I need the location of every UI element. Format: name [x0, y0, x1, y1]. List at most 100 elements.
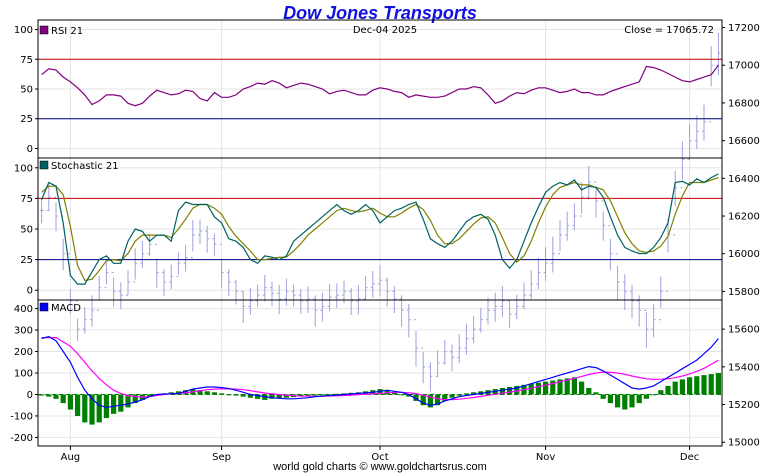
rsi-tick-label: 75 [20, 55, 33, 66]
macd-histogram-bar [535, 382, 541, 395]
rsi-tick-label: 25 [20, 114, 33, 125]
macd-histogram-bar [39, 394, 45, 396]
macd-histogram-bar [665, 385, 671, 395]
macd-histogram-bar [564, 378, 570, 395]
x-tick-label: Dec [680, 452, 699, 463]
macd-histogram-bar [456, 394, 462, 396]
rsi-tick-label: 50 [20, 85, 33, 96]
macd-histogram-bar [67, 394, 73, 410]
stochastic-legend-label: Stochastic 21 [51, 161, 119, 172]
macd-histogram-bar [449, 394, 455, 398]
close-label: Close = 17065.72 [624, 25, 714, 36]
macd-histogram-bar [255, 394, 261, 399]
macd-histogram-bar [615, 394, 621, 408]
x-tick-label: Oct [371, 452, 388, 463]
macd-histogram-bar [420, 394, 426, 406]
stochastic-tick-label: 25 [20, 255, 33, 266]
x-tick-label: Sep [212, 452, 231, 463]
macd-histogram-bar [600, 394, 606, 399]
macd-histogram-bar [435, 394, 441, 406]
macd-histogram-bar [283, 394, 289, 398]
macd-legend-swatch [39, 302, 49, 312]
macd-histogram-bar [413, 394, 419, 401]
stochastic-tick-label: 50 [20, 225, 33, 236]
rsi-line [41, 64, 719, 107]
macd-histogram-bar [89, 394, 95, 425]
macd-histogram-bar [687, 377, 693, 395]
macd-line [41, 335, 719, 409]
macd-histogram-bar [312, 394, 318, 396]
macd-histogram-bar [118, 394, 124, 412]
macd-histogram-bar [557, 379, 563, 395]
macd-histogram-bar [82, 394, 88, 423]
macd-histogram-bar [219, 393, 225, 395]
indicator-lines [38, 58, 722, 425]
macd-histogram-bar [571, 377, 577, 395]
macd-histogram-bar [269, 394, 275, 399]
macd-histogram-bar [715, 373, 721, 395]
macd-histogram-bar [211, 392, 217, 395]
macd-histogram-bar [204, 391, 210, 395]
macd-histogram-bar [651, 394, 657, 396]
macd-histogram-bar [636, 394, 642, 404]
macd-histogram-bar [607, 394, 613, 404]
x-tick-label: Aug [61, 452, 81, 463]
macd-histogram-bar [103, 394, 109, 419]
macd-histogram-bar [276, 394, 282, 399]
macd-histogram-bar [334, 393, 340, 395]
macd-tick-label: -200 [10, 433, 33, 444]
macd-histogram-bar [499, 388, 505, 395]
price-tick-label: 17200 [728, 23, 760, 34]
macd-histogram-bar [579, 381, 585, 395]
macd-tick-label: -100 [10, 411, 33, 422]
macd-histogram-bar [75, 394, 81, 416]
macd-histogram-bar [528, 383, 534, 395]
rsi-legend-label: RSI 21 [51, 26, 83, 37]
macd-histogram-bar [111, 394, 117, 414]
price-tick-label: 15600 [728, 325, 760, 336]
macd-histogram-bar [197, 390, 203, 395]
macd-tick-label: 100 [14, 369, 33, 380]
macd-histogram-bar [247, 394, 253, 398]
stochastic-tick-label: 100 [14, 163, 33, 174]
macd-histogram-bar [305, 394, 311, 397]
macd-histogram-bar [147, 394, 153, 397]
macd-histogram-bar [427, 394, 433, 408]
rsi-tick-label: 100 [14, 25, 33, 36]
macd-histogram-bar [319, 394, 325, 396]
price-tick-label: 15800 [728, 287, 760, 298]
macd-histogram-bar [550, 380, 556, 395]
stochastic-tick-label: 0 [27, 286, 33, 297]
macd-histogram-bar [679, 379, 685, 395]
x-tick-label: Nov [536, 452, 556, 463]
price-tick-label: 16800 [728, 98, 760, 109]
chart-title: Dow Jones Transports [283, 3, 477, 23]
macd-histogram-bar [132, 394, 138, 404]
price-tick-label: 16000 [728, 249, 760, 260]
macd-tick-label: 300 [14, 326, 33, 337]
macd-tick-label: 200 [14, 347, 33, 358]
macd-histogram-bar [643, 394, 649, 399]
macd-histogram-bar [391, 392, 397, 395]
macd-histogram-bar [399, 394, 405, 396]
macd-histogram-bar [658, 390, 664, 395]
price-tick-label: 15200 [728, 400, 760, 411]
price-tick-label: 15400 [728, 362, 760, 373]
macd-histogram-bar [593, 392, 599, 395]
macd-histogram-bar [463, 393, 469, 395]
price-tick-label: 16200 [728, 212, 760, 223]
macd-histogram-bar [471, 392, 477, 395]
macd-histogram-bar [298, 394, 304, 397]
macd-histogram-bar [507, 387, 513, 395]
macd-histogram-bar [406, 394, 412, 397]
macd-legend-label: MACD [51, 303, 81, 314]
rsi-tick-label: 0 [27, 144, 33, 155]
macd-histogram-bar [240, 394, 246, 397]
price-tick-label: 16600 [728, 136, 760, 147]
macd-histogram-bar [96, 394, 102, 423]
rsi-legend-swatch [39, 25, 49, 35]
stochastic-legend-swatch [39, 160, 49, 170]
macd-histogram-bar [701, 375, 707, 395]
macd-histogram-bar [586, 388, 592, 395]
